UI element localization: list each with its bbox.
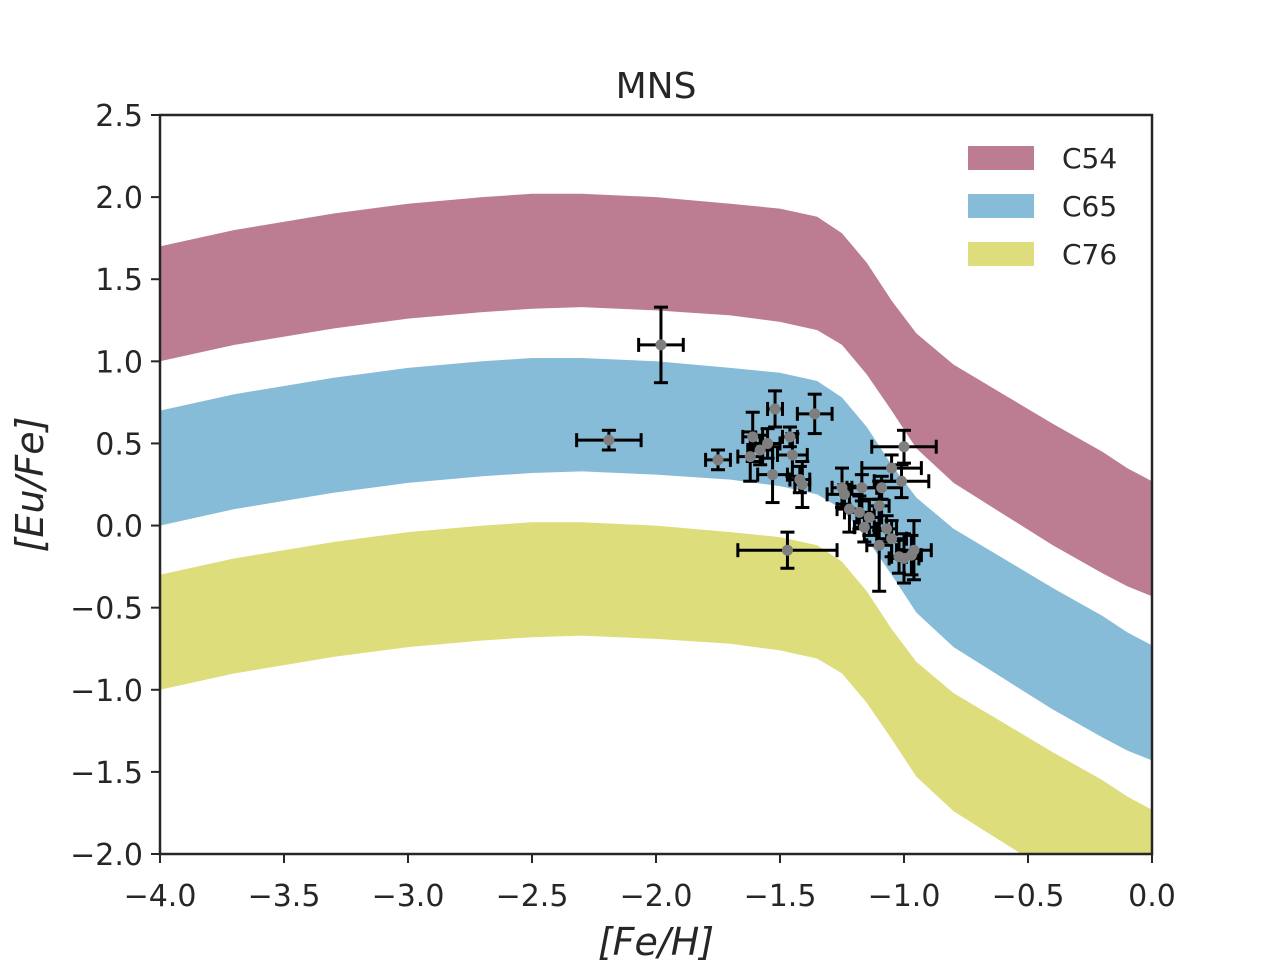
- y-tick-label: −1.5: [70, 756, 143, 791]
- data-point: [747, 431, 759, 443]
- y-tick-label: 0.0: [95, 510, 143, 545]
- data-point: [886, 462, 898, 474]
- observation-points: [603, 339, 920, 564]
- x-axis-label: [Fe/H]: [598, 920, 714, 960]
- data-point: [754, 444, 766, 456]
- band-c54: [160, 193, 1152, 597]
- data-point: [655, 339, 667, 351]
- data-point: [838, 488, 850, 500]
- data-point: [876, 482, 888, 494]
- data-point: [767, 469, 779, 481]
- legend-label-c65: C65: [1062, 190, 1117, 223]
- y-tick-label: 2.0: [95, 181, 143, 216]
- data-point: [858, 521, 870, 533]
- data-point: [769, 403, 781, 415]
- chart-title: MNS: [616, 66, 697, 107]
- legend-label-c76: C76: [1062, 238, 1117, 271]
- data-point: [762, 437, 774, 449]
- y-axis-label: [Eu/Fe]: [8, 417, 52, 553]
- data-point: [898, 441, 910, 453]
- data-point: [896, 475, 908, 487]
- x-tick-label: −4.0: [124, 879, 197, 914]
- legend-swatch-c76: [968, 242, 1034, 266]
- y-tick-label: 1.0: [95, 345, 143, 380]
- data-point: [905, 549, 917, 561]
- legend: C54 C65 C76: [968, 142, 1117, 271]
- x-tick-label: −2.5: [496, 879, 569, 914]
- data-point: [856, 482, 868, 494]
- y-tick-label: 0.5: [95, 427, 143, 462]
- x-tick-label: 0.0: [1128, 879, 1176, 914]
- data-point: [603, 434, 615, 446]
- x-tick-label: −1.0: [868, 879, 941, 914]
- data-point: [873, 539, 885, 551]
- y-tick-label: −2.0: [70, 838, 143, 873]
- x-tick-label: −3.0: [372, 879, 445, 914]
- data-point: [843, 503, 855, 515]
- x-tick-label: −2.0: [620, 879, 693, 914]
- x-tick-label: −0.5: [992, 879, 1065, 914]
- data-point: [784, 431, 796, 443]
- y-tick-label: −1.0: [70, 674, 143, 709]
- data-point: [886, 533, 898, 545]
- band-c76: [160, 522, 1152, 854]
- data-point: [809, 408, 821, 420]
- band-c65: [160, 358, 1152, 761]
- data-point: [744, 451, 756, 463]
- y-axis-ticks: 2.5 2.0 1.5 1.0 0.5 0.0 −0.5 −1.0 −1.5 −2.0: [70, 99, 160, 873]
- x-axis-ticks: −4.0 −3.5 −3.0 −2.5 −2.0 −1.5 −1.0 −0.5 0.0: [124, 854, 1176, 914]
- data-point: [881, 523, 893, 535]
- legend-swatch-c54: [968, 146, 1034, 170]
- data-point: [796, 479, 808, 490]
- y-tick-label: −0.5: [70, 592, 143, 627]
- data-point: [863, 511, 875, 523]
- data-point: [853, 506, 865, 518]
- data-point: [893, 551, 905, 563]
- data-point: [873, 500, 885, 512]
- data-point: [712, 454, 724, 466]
- data-point: [781, 544, 793, 556]
- legend-swatch-c65: [968, 194, 1034, 218]
- y-tick-label: 1.5: [95, 263, 143, 298]
- model-bands: [160, 193, 1152, 854]
- data-point: [786, 449, 798, 461]
- x-tick-label: −3.5: [248, 879, 321, 914]
- legend-label-c54: C54: [1062, 142, 1117, 175]
- y-tick-label: 2.5: [95, 99, 143, 134]
- x-tick-label: −1.5: [744, 879, 817, 914]
